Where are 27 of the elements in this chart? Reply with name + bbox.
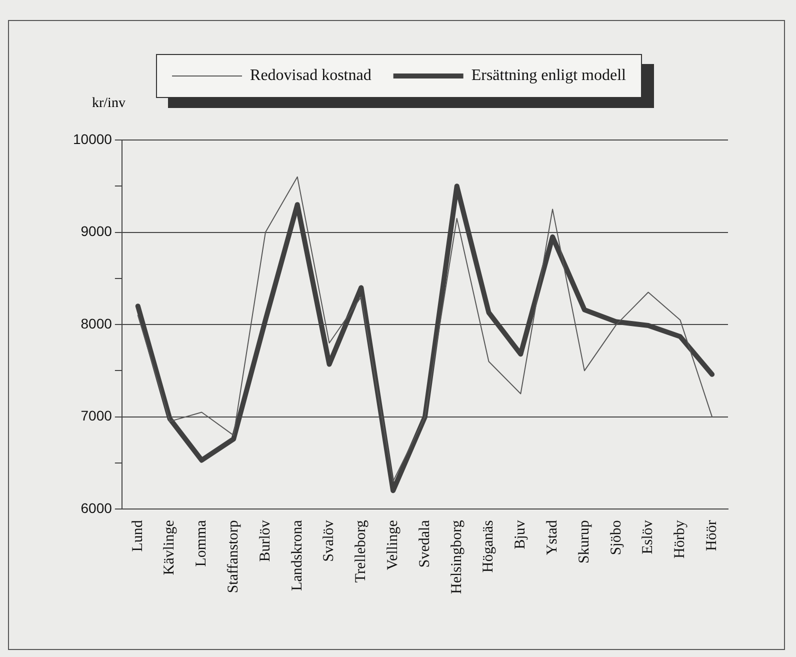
x-tick-label: Ystad [544, 520, 560, 556]
y-tick-label: 10000 [72, 130, 112, 147]
y-tick-label: 6000 [80, 500, 112, 516]
x-tick-label: Vellinge [385, 520, 402, 570]
x-tick-label: Burlöv [257, 520, 274, 562]
x-tick-label: Skurup [576, 520, 592, 564]
legend-label: Ersättning enligt modell [471, 67, 627, 84]
y-tick-label: 8000 [80, 315, 112, 332]
y-tick-label: 7000 [80, 408, 112, 424]
x-tick-label: Lomma [194, 520, 210, 567]
x-tick-label: Eslöv [640, 520, 656, 554]
x-tick-label: Sjöbo [608, 520, 624, 556]
legend-label: Redovisad kostnad [250, 67, 372, 84]
x-tick-label: Bjuv [512, 520, 529, 550]
y-tick-label: 9000 [80, 223, 112, 240]
x-tick-label: Trelleborg [353, 520, 370, 583]
x-tick-label: Svedala [416, 520, 433, 568]
x-tick-label: Höganäs [480, 520, 497, 573]
x-tick-label: Hörby [672, 520, 688, 558]
y-axis-title: kr/inv [92, 96, 126, 112]
x-tick-label: Staffanstorp [226, 520, 242, 594]
x-tick-label: Svalöv [321, 520, 338, 562]
x-tick-label: Höör [704, 520, 720, 551]
x-tick-label: Helsingborg [448, 520, 465, 594]
x-tick-label: Landskrona [289, 520, 306, 591]
x-tick-label: Lund [130, 520, 146, 552]
x-tick-label: Kävlinge [162, 520, 178, 576]
